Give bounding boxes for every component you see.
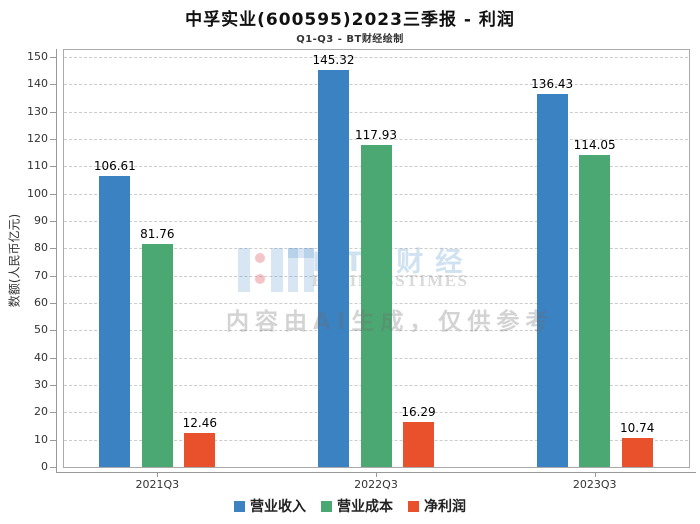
y-tick-label: 70 [34, 268, 48, 282]
legend-item: 净利润 [408, 496, 466, 516]
watermark-ai-notice: 内容由AI生成，仅供参考 [226, 309, 555, 335]
y-tick-label: 50 [34, 323, 48, 337]
x-tick [157, 472, 159, 477]
y-tick-label: 130 [27, 104, 48, 118]
bar [579, 155, 611, 467]
bt-logo-watermark-icon [238, 246, 314, 294]
y-tick-label: 60 [34, 296, 48, 309]
bar [403, 422, 434, 467]
y-tick-label: 90 [34, 214, 48, 227]
plot-area-border [63, 49, 690, 468]
y-tick [50, 248, 56, 250]
x-tick-label: 2022Q3 [354, 478, 398, 491]
bar-value-label: 136.43 [531, 77, 574, 92]
bar-value-label: 114.05 [573, 138, 616, 153]
y-tick [50, 303, 56, 304]
bar-value-label: 81.76 [140, 226, 175, 241]
y-tick-label: 40 [34, 350, 48, 364]
y-tick [50, 439, 56, 441]
y-tick [50, 385, 56, 386]
y-tick [50, 330, 56, 332]
legend-item: 营业成本 [321, 496, 393, 516]
legend-item: 营业收入 [234, 496, 306, 516]
y-tick-label: 80 [34, 241, 48, 255]
y-tick [50, 275, 56, 277]
y-tick-label: 20 [34, 405, 48, 419]
y-tick-label: 140 [27, 77, 48, 91]
y-tick-label: 150 [27, 50, 48, 63]
bar [318, 69, 349, 467]
y-tick [50, 467, 56, 468]
bar-value-label: 106.61 [93, 158, 136, 173]
y-tick [50, 357, 56, 359]
bar [536, 94, 568, 467]
bar [360, 144, 392, 467]
legend-swatch-icon [234, 500, 245, 512]
x-tick [594, 472, 596, 477]
page-subtitle: Q1-Q3 - BT财经绘制 [296, 34, 404, 45]
legend-swatch-icon [321, 500, 332, 512]
x-tick [376, 472, 377, 477]
legend-label: 营业成本 [337, 499, 393, 515]
y-tick-label: 110 [27, 159, 48, 173]
legend-swatch-icon [408, 500, 419, 512]
bar-value-label: 16.29 [401, 405, 436, 420]
bar [141, 243, 173, 467]
y-tick [50, 412, 56, 414]
bar-value-label: 117.93 [355, 127, 397, 142]
legend: 营业收入 营业成本 净利润 [0, 496, 700, 516]
y-tick-label: 120 [27, 132, 48, 145]
y-axis-line [56, 49, 57, 472]
y-tick-label: 100 [27, 186, 48, 200]
y-tick [50, 111, 56, 113]
bar [99, 175, 131, 467]
legend-label: 净利润 [424, 499, 466, 515]
y-tick-label: 30 [34, 378, 48, 391]
grid-line [64, 57, 688, 58]
x-tick-label: 2021Q3 [135, 478, 180, 491]
y-tick [50, 166, 56, 168]
bar-value-label: 145.32 [312, 52, 355, 67]
y-tick-label: 0 [41, 460, 48, 473]
grid-line [64, 139, 688, 140]
y-tick [50, 139, 56, 140]
grid-line [64, 111, 688, 113]
y-tick [50, 193, 56, 195]
page-title: 中孚实业(600595)2023三季报 - 利润 [185, 10, 515, 30]
x-tick-label: 2023Q3 [572, 478, 617, 491]
y-tick [50, 57, 56, 58]
legend-label: 营业收入 [250, 499, 306, 515]
bar [184, 432, 216, 467]
y-tick-label: 10 [34, 432, 48, 446]
bar [621, 437, 653, 467]
bar-value-label: 12.46 [182, 415, 217, 430]
grid-line [64, 84, 688, 86]
bar-value-label: 10.74 [619, 420, 655, 435]
y-tick [50, 84, 56, 86]
y-tick [50, 221, 56, 222]
